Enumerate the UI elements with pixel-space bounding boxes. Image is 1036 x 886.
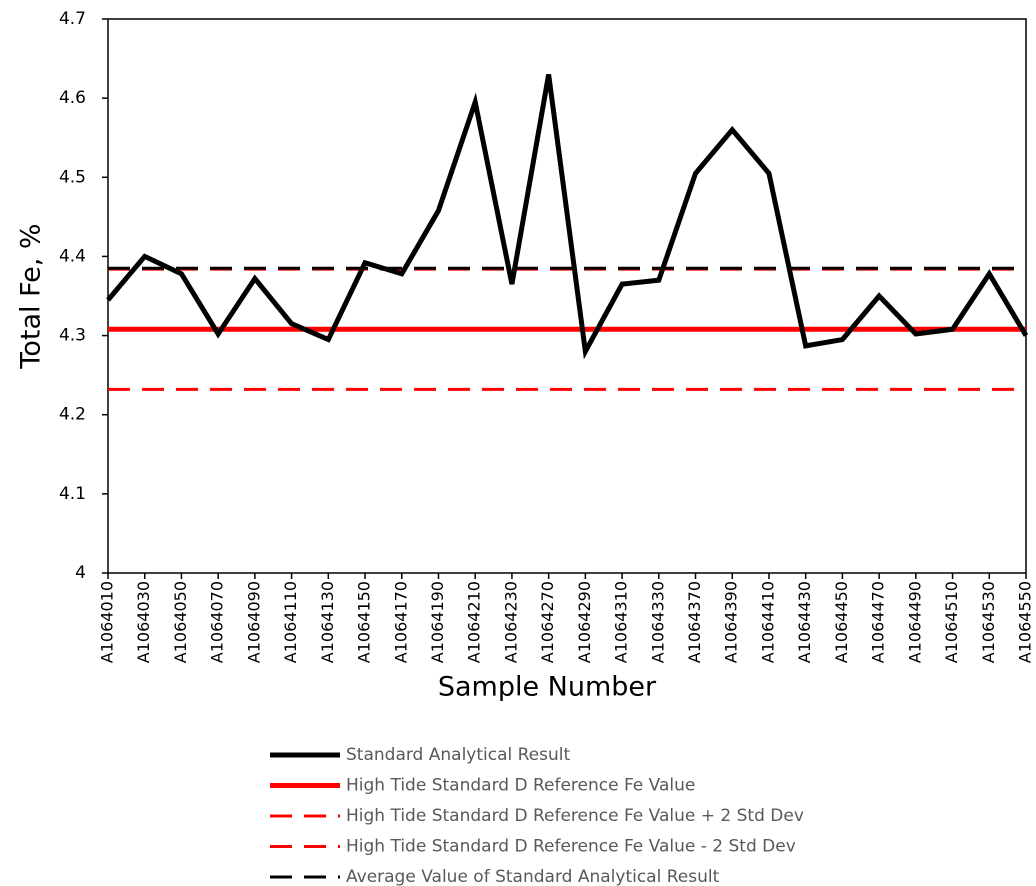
x-tick-label: A1064490	[905, 581, 924, 663]
x-tick-label: A1064510	[942, 581, 961, 663]
y-tick-label: 4.3	[59, 326, 86, 346]
x-tick-label: A1064390	[722, 581, 741, 663]
x-tick-label: A1064550	[1016, 581, 1035, 663]
x-tick-label: A1064270	[538, 581, 557, 663]
x-tick-label: A1064230	[501, 581, 520, 663]
y-tick-label: 4.1	[59, 484, 86, 504]
legend-label: High Tide Standard D Reference Fe Value …	[346, 806, 804, 826]
x-tick-label: A1064150	[355, 581, 374, 663]
x-tick-label: A1064210	[465, 581, 484, 663]
x-tick-label: A1064410	[758, 581, 777, 663]
y-tick-label: 4	[75, 563, 86, 583]
x-tick-label: A1064190	[428, 581, 447, 663]
legend-label: High Tide Standard D Reference Fe Value	[346, 776, 695, 796]
x-tick-label: A1064110	[281, 581, 300, 663]
x-tick-label: A1064370	[685, 581, 704, 663]
x-tick-label: A1064070	[208, 581, 227, 663]
x-tick-label: A1064010	[98, 581, 117, 663]
y-tick-label: 4.4	[59, 246, 86, 266]
legend-label: High Tide Standard D Reference Fe Value …	[346, 837, 796, 857]
x-tick-label: A1064470	[869, 581, 888, 663]
x-tick-label: A1064170	[391, 581, 410, 663]
x-tick-label: A1064050	[171, 581, 190, 663]
legend-label: Standard Analytical Result	[346, 745, 570, 765]
y-tick-label: 4.2	[59, 405, 86, 425]
x-tick-label: A1064330	[648, 581, 667, 663]
y-tick-label: 4.7	[59, 9, 86, 29]
y-tick-label: 4.6	[59, 88, 86, 108]
y-tick-label: 4.5	[59, 167, 86, 187]
x-tick-label: A1064030	[134, 581, 153, 663]
plot-border	[107, 18, 1027, 574]
x-tick-label: A1064430	[795, 581, 814, 663]
y-axis-title: Total Fe, %	[16, 223, 47, 369]
x-axis-title: Sample Number	[438, 672, 657, 703]
x-tick-label: A1064310	[612, 581, 631, 663]
legend-label: Average Value of Standard Analytical Res…	[346, 867, 720, 886]
series-line	[106, 73, 1029, 360]
x-tick-label: A1064450	[832, 581, 851, 663]
x-tick-label: A1064290	[575, 581, 594, 663]
x-tick-label: A1064090	[244, 581, 263, 663]
x-tick-label: A1064530	[979, 581, 998, 663]
x-tick-label: A1064130	[318, 581, 337, 663]
